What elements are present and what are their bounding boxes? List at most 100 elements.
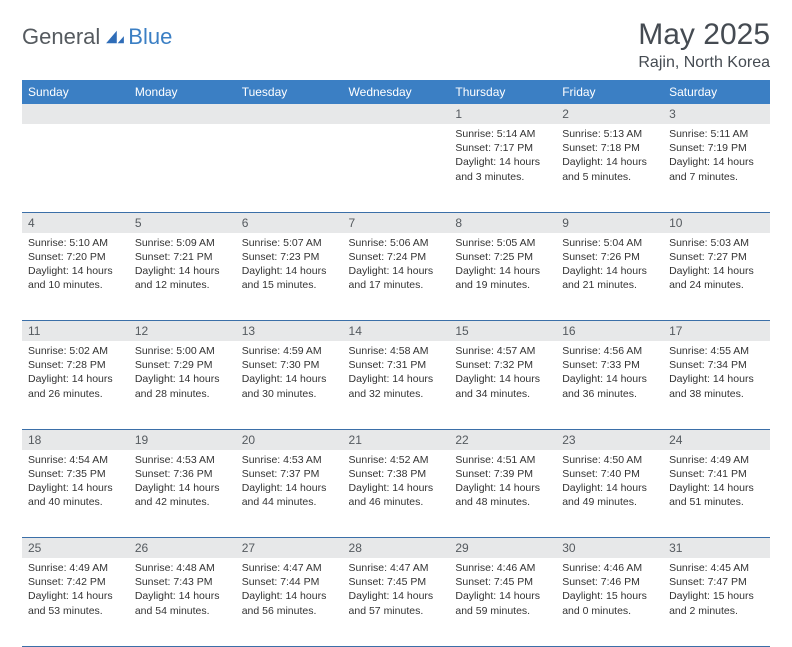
day-content-row: Sunrise: 5:10 AMSunset: 7:20 PMDaylight:…	[22, 233, 770, 321]
day-details: Sunrise: 4:56 AMSunset: 7:33 PMDaylight:…	[556, 341, 663, 407]
day-details: Sunrise: 4:58 AMSunset: 7:31 PMDaylight:…	[343, 341, 450, 407]
day-details: Sunrise: 5:10 AMSunset: 7:20 PMDaylight:…	[22, 233, 129, 299]
day-cell	[129, 124, 236, 212]
day-details: Sunrise: 4:49 AMSunset: 7:41 PMDaylight:…	[663, 450, 770, 516]
day-details: Sunrise: 5:00 AMSunset: 7:29 PMDaylight:…	[129, 341, 236, 407]
day-cell: Sunrise: 4:51 AMSunset: 7:39 PMDaylight:…	[449, 450, 556, 538]
day-cell: Sunrise: 4:54 AMSunset: 7:35 PMDaylight:…	[22, 450, 129, 538]
day-number-cell: 10	[663, 212, 770, 233]
calendar-table: Sunday Monday Tuesday Wednesday Thursday…	[22, 80, 770, 647]
day-number-cell: 27	[236, 538, 343, 559]
day-cell: Sunrise: 4:47 AMSunset: 7:45 PMDaylight:…	[343, 558, 450, 646]
day-cell: Sunrise: 4:59 AMSunset: 7:30 PMDaylight:…	[236, 341, 343, 429]
day-cell: Sunrise: 5:05 AMSunset: 7:25 PMDaylight:…	[449, 233, 556, 321]
weekday-header: Saturday	[663, 80, 770, 104]
day-number-cell	[129, 104, 236, 124]
day-cell: Sunrise: 5:04 AMSunset: 7:26 PMDaylight:…	[556, 233, 663, 321]
weekday-header: Tuesday	[236, 80, 343, 104]
day-cell: Sunrise: 4:47 AMSunset: 7:44 PMDaylight:…	[236, 558, 343, 646]
day-number-cell: 4	[22, 212, 129, 233]
day-number-cell: 28	[343, 538, 450, 559]
weekday-header: Thursday	[449, 80, 556, 104]
day-details: Sunrise: 4:47 AMSunset: 7:45 PMDaylight:…	[343, 558, 450, 624]
day-details: Sunrise: 4:46 AMSunset: 7:45 PMDaylight:…	[449, 558, 556, 624]
day-number-cell: 31	[663, 538, 770, 559]
month-title: May 2025	[638, 18, 770, 52]
day-number-cell: 16	[556, 321, 663, 342]
day-details: Sunrise: 4:46 AMSunset: 7:46 PMDaylight:…	[556, 558, 663, 624]
day-cell: Sunrise: 4:57 AMSunset: 7:32 PMDaylight:…	[449, 341, 556, 429]
day-number-cell: 7	[343, 212, 450, 233]
day-details: Sunrise: 5:11 AMSunset: 7:19 PMDaylight:…	[663, 124, 770, 190]
day-number-cell: 8	[449, 212, 556, 233]
day-cell: Sunrise: 5:11 AMSunset: 7:19 PMDaylight:…	[663, 124, 770, 212]
header: General Blue May 2025 Rajin, North Korea	[22, 18, 770, 72]
day-number-cell: 24	[663, 429, 770, 450]
title-block: May 2025 Rajin, North Korea	[638, 18, 770, 72]
day-cell: Sunrise: 4:49 AMSunset: 7:41 PMDaylight:…	[663, 450, 770, 538]
day-cell: Sunrise: 5:10 AMSunset: 7:20 PMDaylight:…	[22, 233, 129, 321]
day-details: Sunrise: 5:07 AMSunset: 7:23 PMDaylight:…	[236, 233, 343, 299]
day-details: Sunrise: 4:49 AMSunset: 7:42 PMDaylight:…	[22, 558, 129, 624]
day-number-cell: 3	[663, 104, 770, 124]
day-details: Sunrise: 4:55 AMSunset: 7:34 PMDaylight:…	[663, 341, 770, 407]
weekday-header-row: Sunday Monday Tuesday Wednesday Thursday…	[22, 80, 770, 104]
day-number-cell: 23	[556, 429, 663, 450]
day-details: Sunrise: 4:48 AMSunset: 7:43 PMDaylight:…	[129, 558, 236, 624]
logo-text-general: General	[22, 24, 100, 50]
day-cell: Sunrise: 5:00 AMSunset: 7:29 PMDaylight:…	[129, 341, 236, 429]
logo-text-blue: Blue	[128, 24, 172, 50]
day-details: Sunrise: 4:45 AMSunset: 7:47 PMDaylight:…	[663, 558, 770, 624]
day-number-row: 123	[22, 104, 770, 124]
day-content-row: Sunrise: 4:49 AMSunset: 7:42 PMDaylight:…	[22, 558, 770, 646]
day-content-row: Sunrise: 5:02 AMSunset: 7:28 PMDaylight:…	[22, 341, 770, 429]
day-cell: Sunrise: 4:52 AMSunset: 7:38 PMDaylight:…	[343, 450, 450, 538]
day-details: Sunrise: 5:13 AMSunset: 7:18 PMDaylight:…	[556, 124, 663, 190]
day-cell: Sunrise: 5:14 AMSunset: 7:17 PMDaylight:…	[449, 124, 556, 212]
day-details: Sunrise: 4:52 AMSunset: 7:38 PMDaylight:…	[343, 450, 450, 516]
day-number-row: 25262728293031	[22, 538, 770, 559]
day-cell: Sunrise: 4:50 AMSunset: 7:40 PMDaylight:…	[556, 450, 663, 538]
location: Rajin, North Korea	[638, 54, 770, 72]
day-cell: Sunrise: 5:06 AMSunset: 7:24 PMDaylight:…	[343, 233, 450, 321]
day-number-row: 11121314151617	[22, 321, 770, 342]
day-cell: Sunrise: 4:53 AMSunset: 7:37 PMDaylight:…	[236, 450, 343, 538]
day-details: Sunrise: 5:04 AMSunset: 7:26 PMDaylight:…	[556, 233, 663, 299]
day-number-cell: 19	[129, 429, 236, 450]
day-number-cell: 9	[556, 212, 663, 233]
day-number-cell: 30	[556, 538, 663, 559]
day-number-cell: 1	[449, 104, 556, 124]
day-details: Sunrise: 5:06 AMSunset: 7:24 PMDaylight:…	[343, 233, 450, 299]
day-details: Sunrise: 4:59 AMSunset: 7:30 PMDaylight:…	[236, 341, 343, 407]
day-number-cell: 21	[343, 429, 450, 450]
day-number-cell: 20	[236, 429, 343, 450]
day-cell: Sunrise: 4:48 AMSunset: 7:43 PMDaylight:…	[129, 558, 236, 646]
day-cell	[236, 124, 343, 212]
day-cell: Sunrise: 4:46 AMSunset: 7:45 PMDaylight:…	[449, 558, 556, 646]
day-number-cell	[236, 104, 343, 124]
day-details: Sunrise: 4:57 AMSunset: 7:32 PMDaylight:…	[449, 341, 556, 407]
day-details: Sunrise: 4:54 AMSunset: 7:35 PMDaylight:…	[22, 450, 129, 516]
day-number-row: 18192021222324	[22, 429, 770, 450]
day-details: Sunrise: 4:51 AMSunset: 7:39 PMDaylight:…	[449, 450, 556, 516]
sail-icon	[104, 29, 126, 45]
day-details: Sunrise: 4:53 AMSunset: 7:36 PMDaylight:…	[129, 450, 236, 516]
day-content-row: Sunrise: 4:54 AMSunset: 7:35 PMDaylight:…	[22, 450, 770, 538]
day-number-cell: 17	[663, 321, 770, 342]
day-number-cell	[343, 104, 450, 124]
day-number-cell: 12	[129, 321, 236, 342]
day-cell: Sunrise: 5:09 AMSunset: 7:21 PMDaylight:…	[129, 233, 236, 321]
day-details: Sunrise: 5:02 AMSunset: 7:28 PMDaylight:…	[22, 341, 129, 407]
weekday-header: Friday	[556, 80, 663, 104]
day-number-cell: 5	[129, 212, 236, 233]
day-number-cell: 18	[22, 429, 129, 450]
day-number-cell: 6	[236, 212, 343, 233]
day-cell: Sunrise: 5:13 AMSunset: 7:18 PMDaylight:…	[556, 124, 663, 212]
day-details: Sunrise: 4:47 AMSunset: 7:44 PMDaylight:…	[236, 558, 343, 624]
day-cell: Sunrise: 5:07 AMSunset: 7:23 PMDaylight:…	[236, 233, 343, 321]
day-cell: Sunrise: 4:58 AMSunset: 7:31 PMDaylight:…	[343, 341, 450, 429]
day-cell: Sunrise: 4:46 AMSunset: 7:46 PMDaylight:…	[556, 558, 663, 646]
day-cell: Sunrise: 4:49 AMSunset: 7:42 PMDaylight:…	[22, 558, 129, 646]
day-cell: Sunrise: 4:53 AMSunset: 7:36 PMDaylight:…	[129, 450, 236, 538]
day-number-cell: 15	[449, 321, 556, 342]
